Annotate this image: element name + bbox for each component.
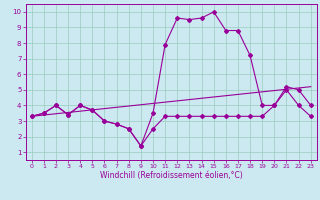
X-axis label: Windchill (Refroidissement éolien,°C): Windchill (Refroidissement éolien,°C) [100,171,243,180]
